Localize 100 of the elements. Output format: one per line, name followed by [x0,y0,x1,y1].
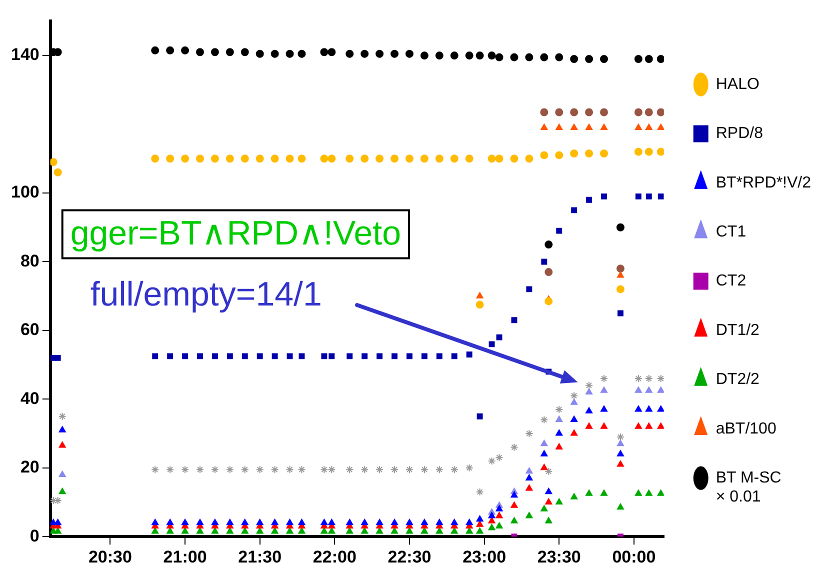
point [272,353,278,360]
point [406,518,414,526]
point [240,154,249,163]
point [328,518,336,526]
point [600,54,608,63]
point [616,440,624,446]
point [496,522,503,529]
point [435,52,444,60]
point [545,517,552,524]
x-tick-label: 21:00 [163,547,207,566]
point [657,124,664,130]
point [511,317,518,324]
point [600,374,608,383]
point [328,353,335,360]
point [211,518,218,526]
point [328,466,336,474]
point [510,154,518,163]
point [658,193,664,200]
point [644,54,653,63]
point [196,466,204,474]
point [526,467,533,474]
x-tick-label: 22:00 [312,547,356,566]
point [510,517,518,524]
legend-label: BT M-SC × 0.01 [716,470,782,506]
point [328,48,336,56]
point [346,466,354,474]
point [286,518,294,526]
point [361,518,368,526]
point [451,353,458,360]
point [570,430,578,436]
point [510,502,518,508]
point [600,490,608,496]
point [346,154,354,163]
point [226,466,234,474]
x-tick-label: 22:30 [388,547,432,566]
point [585,54,594,63]
point [376,154,384,163]
point [616,460,624,467]
point [570,392,578,400]
legend-label: DT1/2 [716,322,760,339]
point [525,154,534,163]
point [600,405,608,412]
point [541,258,548,265]
point [540,53,548,62]
point [617,310,624,316]
point [346,353,353,360]
point [476,520,484,527]
legend-label: HALO [716,76,760,93]
point [181,46,190,54]
point [270,50,279,58]
point [420,52,428,60]
point [450,154,458,163]
point [616,264,624,273]
legend-label: CT1 [716,224,746,241]
point [510,443,518,452]
point [616,450,624,456]
point [600,124,608,130]
point [466,518,473,526]
point [270,154,279,163]
point [634,490,642,496]
point [556,430,563,436]
point [496,334,502,340]
point [634,422,642,429]
point [320,48,328,56]
point [570,416,578,422]
point [556,443,563,450]
point [496,505,503,512]
point [496,512,503,518]
point [526,512,533,518]
y-tick-label: 60 [20,320,40,340]
point [240,48,249,56]
point [585,149,594,158]
point [645,386,652,393]
point [656,374,664,383]
point [328,154,336,163]
point [476,300,484,309]
point [495,154,504,163]
point [570,493,578,500]
point [586,407,593,414]
point [465,464,474,472]
point [435,154,444,163]
point [555,405,564,414]
x-tick-label: 23:00 [462,547,506,566]
point [376,518,384,526]
point [241,518,248,526]
point [360,466,369,474]
point [645,405,652,412]
point [586,124,593,130]
point [540,416,548,424]
legend-label: DT2/2 [716,371,760,388]
point [376,353,383,360]
point [476,52,484,60]
point [570,398,578,405]
point [570,124,578,130]
point [420,154,428,163]
y-tick-label: 140 [10,45,40,64]
point [465,154,474,163]
point [476,515,484,522]
y-tick-label: 80 [20,251,40,270]
point [585,381,594,390]
